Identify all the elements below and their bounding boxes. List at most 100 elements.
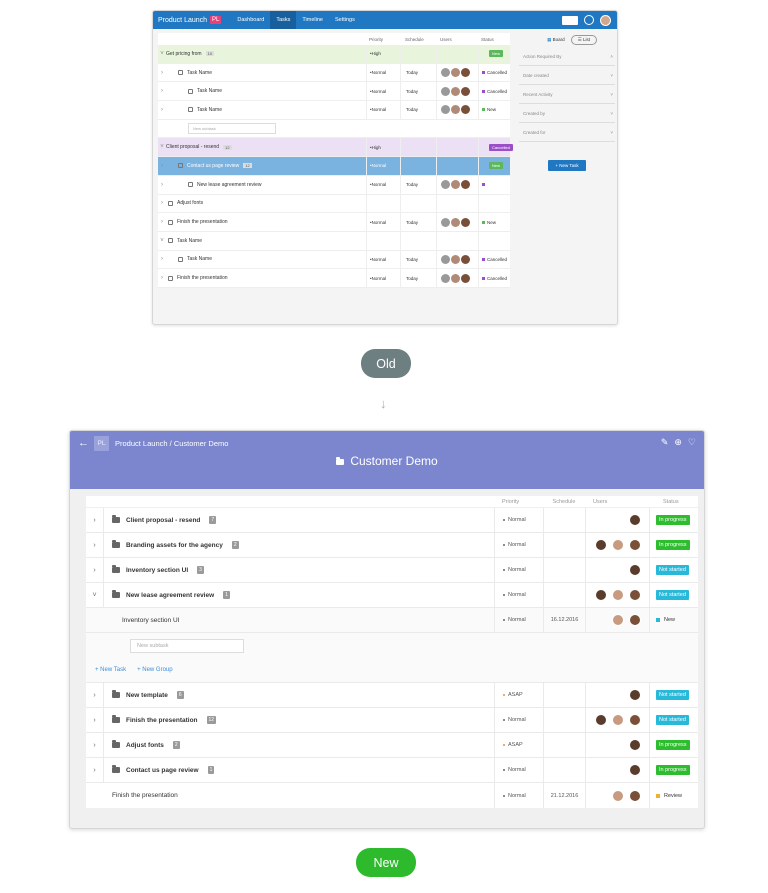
chevron-icon[interactable]: ˅: [160, 50, 164, 57]
subtask-count: 2: [231, 541, 239, 549]
chevron-icon[interactable]: ›: [161, 106, 163, 113]
old-task-row[interactable]: › Contact us page review 12 • Normal New: [158, 157, 510, 176]
avatar: [612, 589, 624, 601]
chevron-icon[interactable]: ›: [161, 181, 163, 188]
chevron-down-icon[interactable]: ˅: [86, 583, 104, 607]
new-label: New: [356, 848, 416, 877]
filter-created-by[interactable]: Created by ˅: [519, 104, 615, 123]
schedule: [543, 708, 585, 732]
old-task-row[interactable]: › Task Name • Normal Today Cancelled: [158, 63, 510, 83]
add-row: + New Task + New Group: [86, 658, 698, 683]
old-nav-tasks[interactable]: Tasks: [270, 11, 297, 29]
folder-icon: [112, 515, 120, 523]
heart-icon[interactable]: [584, 15, 594, 25]
chevron-right-icon[interactable]: ›: [86, 758, 104, 782]
old-task-row[interactable]: › Finish the presentation • Normal Today …: [158, 269, 510, 288]
status-badge: In progress: [656, 515, 690, 525]
old-task-row[interactable]: ˅ Get pricing from 10 • High New: [158, 45, 510, 64]
task-group-row[interactable]: › New template 6 ASAP Not started: [86, 683, 698, 708]
old-task-row[interactable]: › Finish the presentation • Normal Today …: [158, 213, 510, 232]
board-toggle[interactable]: ▦ Board: [547, 37, 565, 42]
filter-created-for[interactable]: Created for ˅: [519, 123, 615, 142]
schedule: [543, 533, 585, 557]
new-subtask-row: New subtask: [86, 633, 698, 658]
status-text: New: [487, 219, 497, 225]
avatar: [461, 254, 470, 264]
chevron-right-icon[interactable]: ›: [86, 558, 104, 582]
old-task-name: Adjust fonts: [177, 200, 204, 207]
task-group-row[interactable]: › Adjust fonts 2 ASAP In progress: [86, 733, 698, 758]
old-task-row[interactable]: ˅ Client proposal - resend 12 • High Cance…: [158, 138, 513, 158]
users: [585, 683, 649, 707]
arrow-down-icon: ↓: [380, 396, 387, 411]
chevron-icon[interactable]: ˅: [160, 237, 164, 244]
chevron-icon[interactable]: ›: [161, 256, 163, 263]
task-group-row[interactable]: › Finish the presentation 12 Normal Not …: [86, 708, 698, 733]
subtask-count: 1: [207, 766, 215, 774]
old-task-row[interactable]: › Task Name • Normal Today Cancelled: [158, 82, 510, 102]
chevron-icon[interactable]: ›: [161, 200, 163, 207]
old-task-row[interactable]: › Adjust fonts: [158, 194, 510, 214]
priority: Normal: [494, 758, 543, 782]
task-group-row[interactable]: › Contact us page review 1 Normal In pro…: [86, 758, 698, 783]
old-sidebar: ▦ Board ☰ List Action Required By ˄ Date …: [519, 33, 615, 171]
avatar[interactable]: [600, 14, 611, 26]
heart-icon[interactable]: ♡: [687, 437, 696, 447]
breadcrumb-project[interactable]: Product Launch: [115, 439, 168, 448]
task-group-row[interactable]: › Inventory section UI 3 Normal Not star…: [86, 558, 698, 583]
priority: ASAP: [494, 683, 543, 707]
chevron-icon[interactable]: ›: [161, 162, 163, 169]
task-row[interactable]: Finish the presentation Normal 21.12.201…: [86, 783, 698, 808]
user-menu-button[interactable]: [562, 15, 578, 25]
breadcrumb-page[interactable]: Customer Demo: [173, 439, 229, 448]
chevron-right-icon[interactable]: ›: [86, 708, 104, 732]
filter-recent-activity[interactable]: Recent Activity ˅: [519, 85, 615, 104]
task-group-row[interactable]: › Client proposal - resend 7 Normal In p…: [86, 508, 698, 533]
task-group-row[interactable]: › Branding assets for the agency 2 Norma…: [86, 533, 698, 558]
status: Not started: [649, 583, 698, 607]
filter-date-created[interactable]: Date created ˅: [519, 66, 615, 85]
old-task-row[interactable]: › Task Name • Normal Today Cancelled: [158, 250, 510, 270]
chevron-right-icon[interactable]: ›: [86, 533, 104, 557]
old-new-subtask-input[interactable]: New subtask: [188, 123, 276, 135]
filter-action-required[interactable]: Action Required By ˄: [519, 47, 615, 66]
subtask-name: Inventory section UI: [122, 616, 180, 624]
target-icon[interactable]: ⊕: [674, 437, 682, 447]
chevron-right-icon[interactable]: ›: [86, 508, 104, 532]
chevron-right-icon[interactable]: ›: [86, 683, 104, 707]
add-group-link[interactable]: + New Group: [137, 667, 173, 673]
old-task-row[interactable]: › Task Name • Normal Today New: [158, 101, 510, 120]
avatar: [461, 273, 470, 283]
old-task-row[interactable]: › New lease agreement review • Normal Tod…: [158, 175, 510, 195]
old-task-name: Task Name: [197, 88, 223, 95]
task-group-row[interactable]: ˅ New lease agreement review 1 Normal No…: [86, 583, 698, 608]
old-nav-timeline[interactable]: Timeline: [302, 17, 323, 23]
new-task-button[interactable]: + New Task: [548, 160, 586, 171]
avatar: [629, 739, 641, 751]
back-arrow-icon[interactable]: ←: [78, 437, 89, 449]
new-subtask-input[interactable]: New subtask: [130, 638, 244, 653]
old-task-name: Contact us page review: [187, 162, 240, 169]
group-name: New template: [126, 691, 168, 699]
avatar: [441, 273, 450, 283]
add-task-link[interactable]: + New Task: [95, 667, 127, 673]
chevron-icon[interactable]: ›: [161, 69, 163, 76]
list-toggle[interactable]: ☰ List: [570, 35, 597, 45]
chevron-icon[interactable]: ›: [161, 88, 163, 95]
old-task-name: Finish the presentation: [177, 219, 228, 226]
edit-icon[interactable]: ✎: [660, 437, 669, 447]
folder-icon: [112, 590, 120, 598]
col-priority: Priority: [502, 498, 520, 505]
status-badge: Not started: [656, 565, 689, 575]
chevron-icon[interactable]: ›: [161, 219, 163, 226]
old-nav-settings[interactable]: Settings: [334, 17, 355, 23]
subtask-count: 2: [172, 741, 180, 749]
chevron-icon[interactable]: ›: [161, 275, 163, 282]
task-priority: Normal: [494, 783, 543, 808]
old-nav-dashboard[interactable]: Dashboard: [237, 17, 265, 23]
old-task-row[interactable]: ˅ Task Name: [158, 231, 510, 251]
subtask-count: 1: [223, 591, 230, 599]
chevron-icon[interactable]: ˅: [160, 144, 164, 151]
chevron-right-icon[interactable]: ›: [86, 733, 104, 757]
subtask-row[interactable]: Inventory section UI Normal 16.12.2016 N…: [86, 608, 698, 633]
